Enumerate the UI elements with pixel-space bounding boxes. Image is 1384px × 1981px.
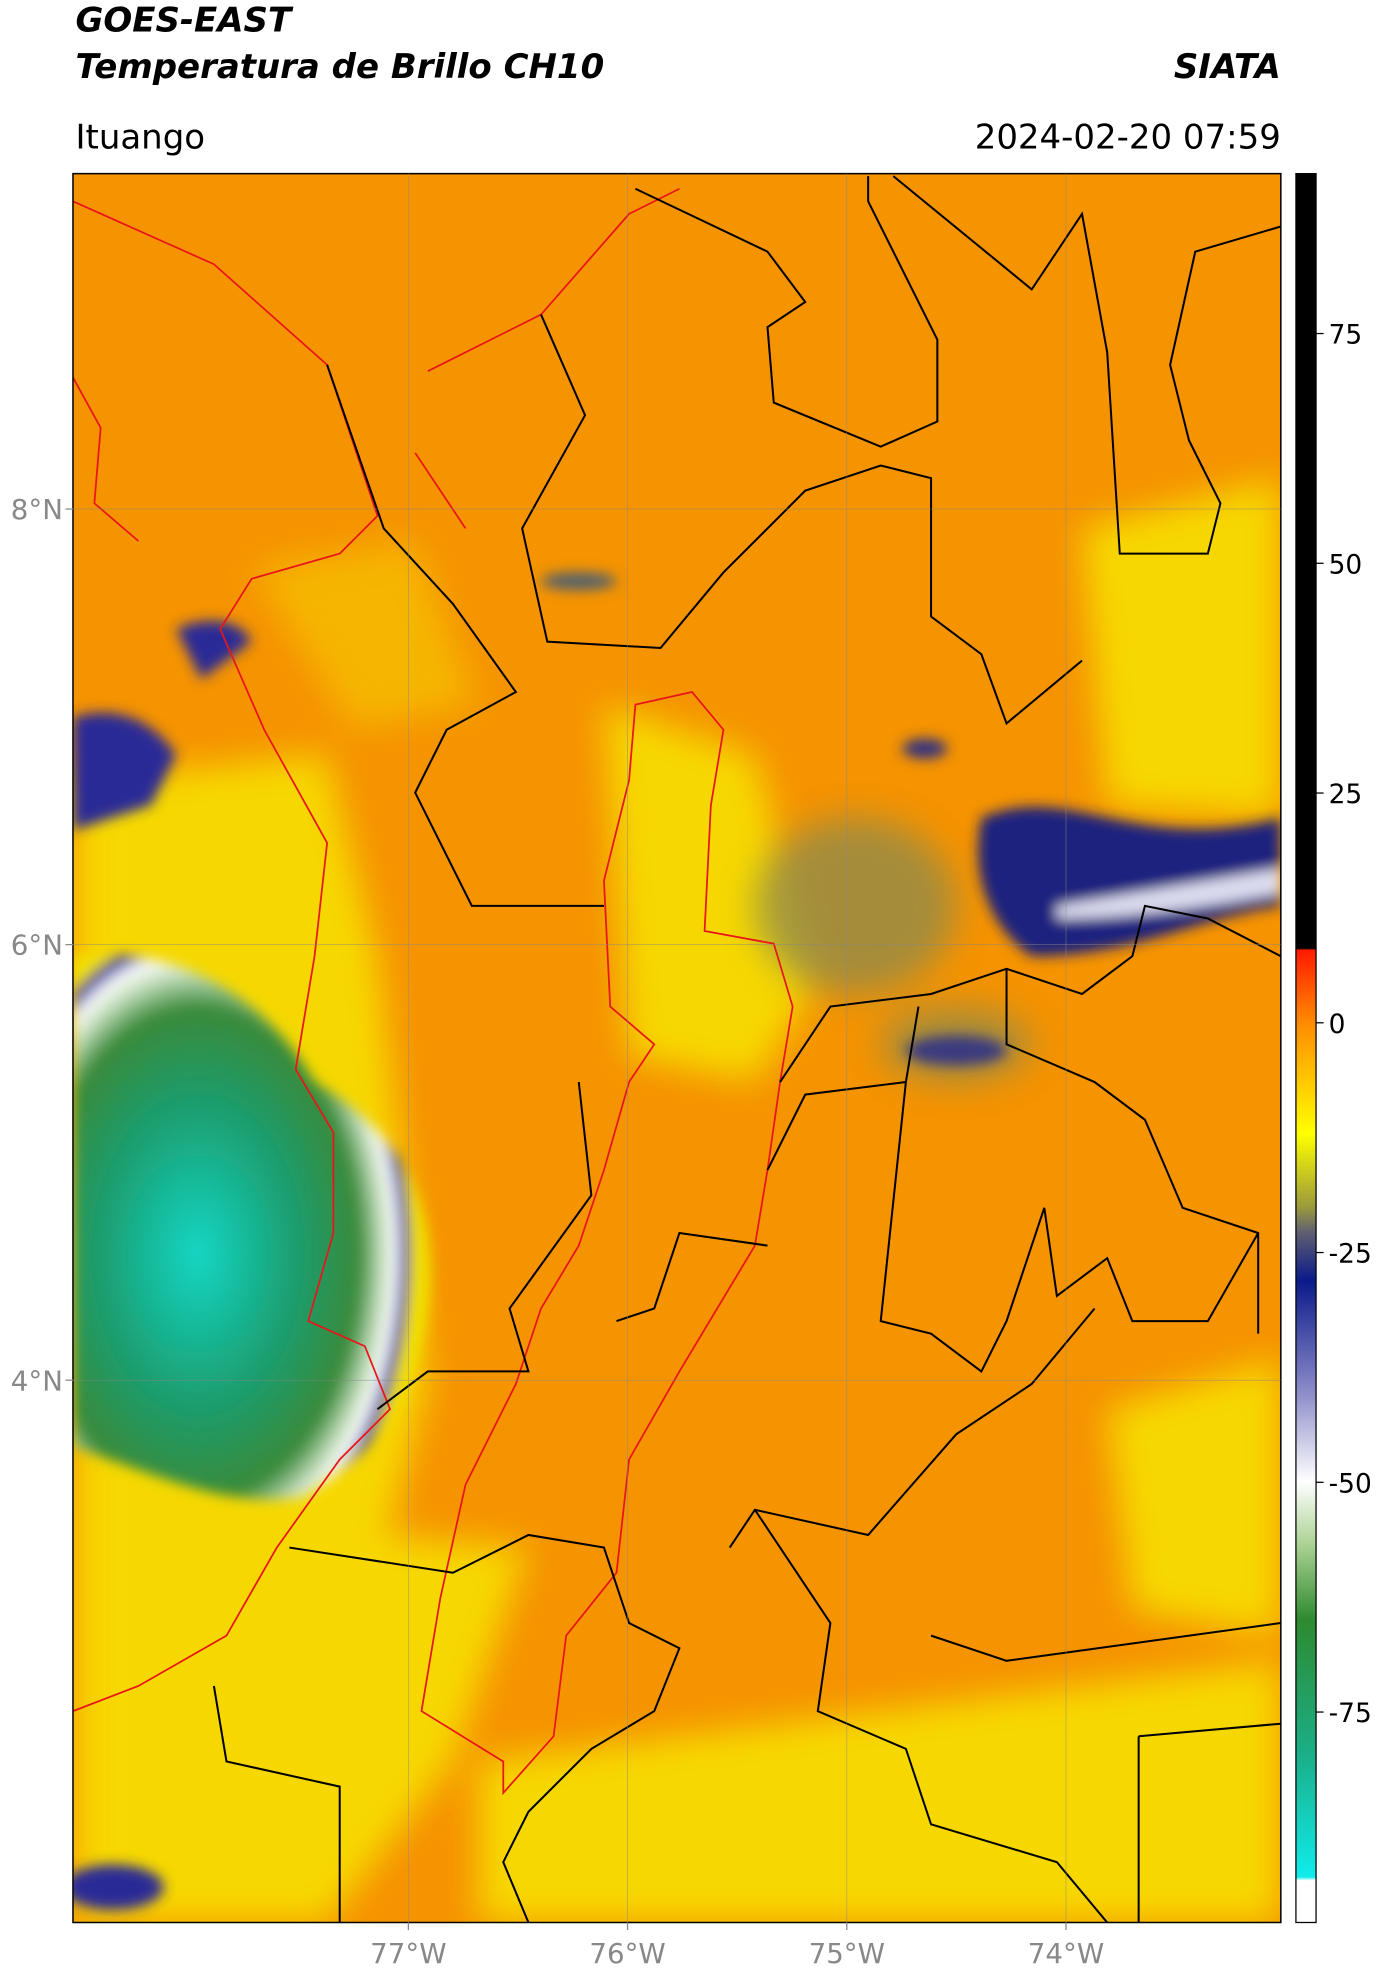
lat-tick-label: 6°N [11,929,63,962]
subtitle: Temperatura de Brillo CH10 [75,47,604,87]
lon-tick-label: 77°W [370,1937,446,1970]
colorbar-tick-label: -50 [1329,1468,1372,1499]
lon-tick-label: 74°W [1028,1937,1104,1970]
source: SIATA [1174,47,1281,87]
map-frame [72,172,1282,1924]
title: GOES-EAST [75,0,293,40]
datetime: 2024-02-20 07:59 [975,117,1281,157]
colorbar-tick-label: 25 [1329,779,1363,810]
colorbar-tick-label: 75 [1329,320,1363,351]
region: Ituango [75,117,205,157]
colorbar-tick-label: -75 [1329,1698,1372,1729]
satellite-image [72,173,1281,1923]
lat-tick-label: 4°N [11,1364,63,1397]
lat-tick-label: 8°N [11,493,63,526]
colorbar [1295,172,1317,1924]
colorbar-tick-label: 0 [1329,1009,1346,1040]
colorbar-tick-label: -25 [1329,1239,1372,1270]
lon-tick-label: 75°W [809,1937,885,1970]
lon-tick-label: 76°W [589,1937,665,1970]
colorbar-tick-label: 50 [1329,549,1363,580]
